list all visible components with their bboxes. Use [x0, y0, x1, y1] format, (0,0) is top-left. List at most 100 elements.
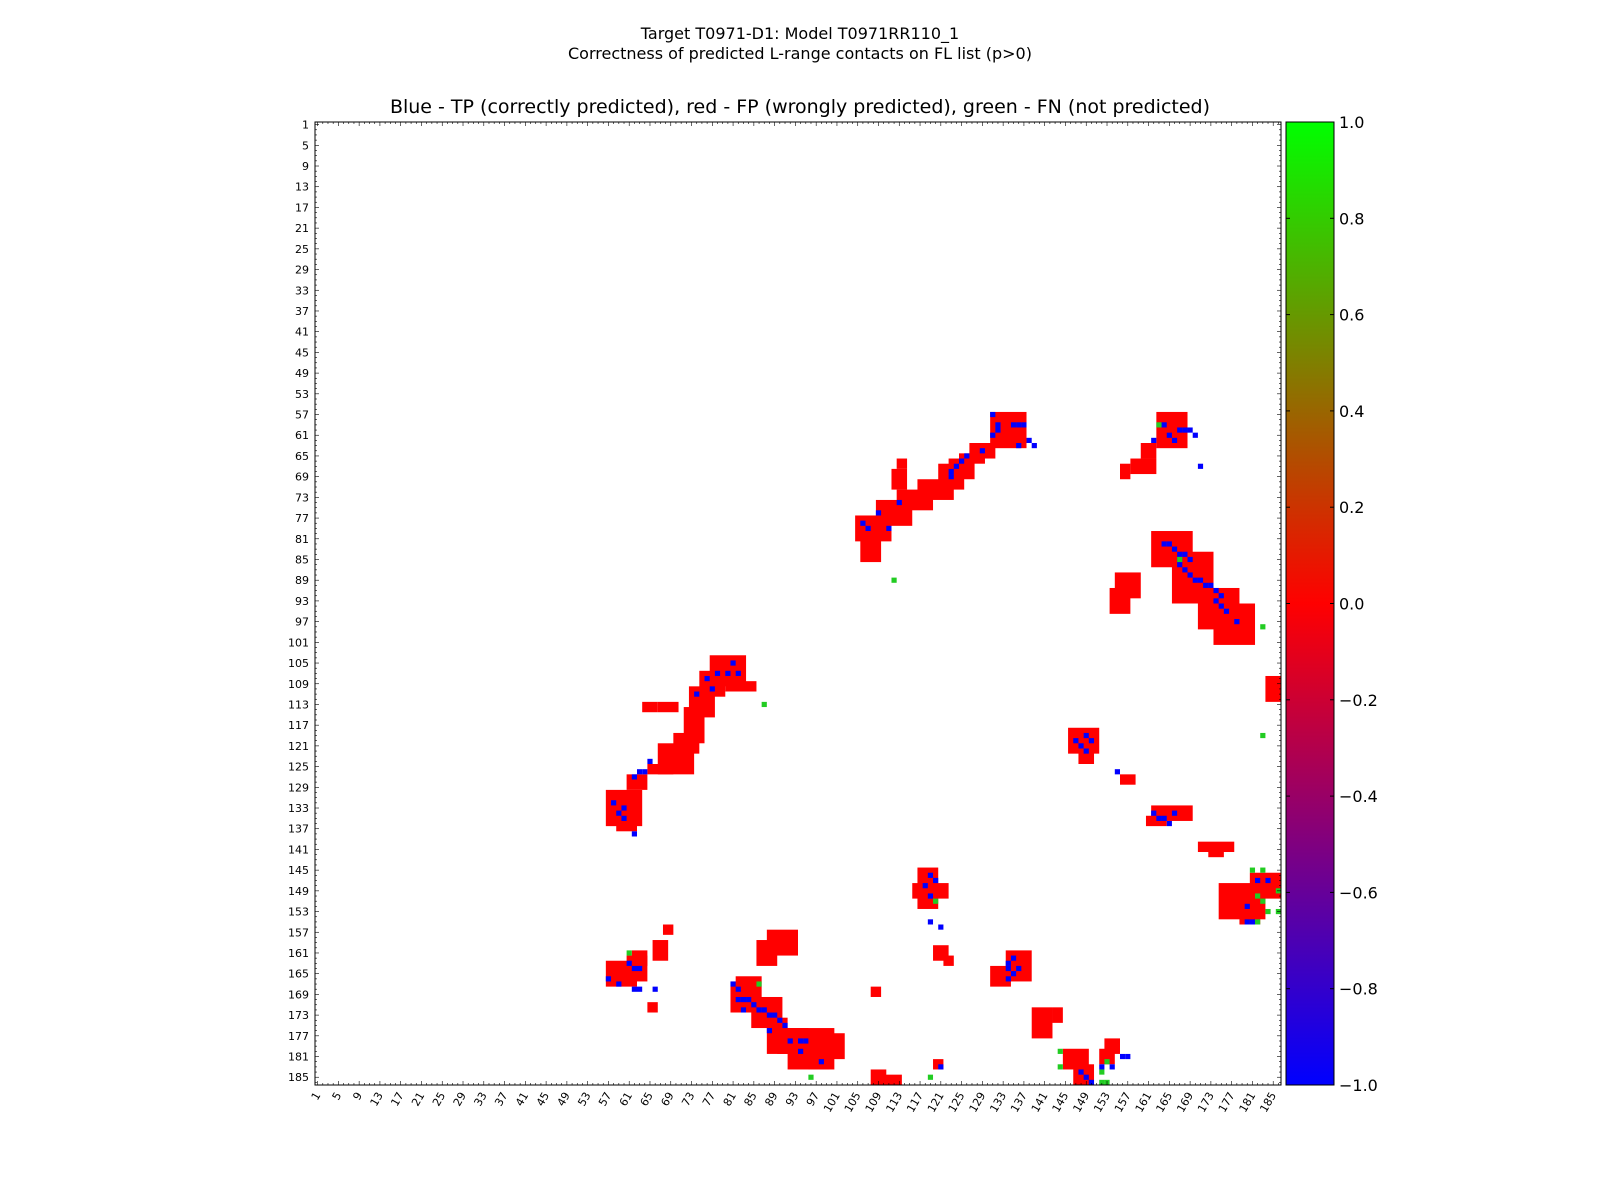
y-tick-label: 169: [288, 988, 309, 1001]
tp-cell: [735, 996, 741, 1003]
y-tick-label: 89: [295, 574, 309, 587]
tp-cell: [1099, 1064, 1105, 1070]
chart-title: Blue - TP (correctly predicted), red - F…: [390, 96, 1210, 118]
y-tick-label: 177: [288, 1030, 309, 1043]
x-tick-label: 13: [368, 1090, 386, 1109]
y-tick-label: 97: [295, 616, 309, 629]
tp-cell: [1255, 877, 1261, 884]
tp-cell: [766, 1028, 773, 1034]
tp-cell: [751, 1002, 757, 1008]
fp-cell: [943, 955, 954, 966]
tp-cell: [1218, 603, 1224, 609]
y-tick-label: 165: [288, 968, 309, 981]
x-tick-label: 17: [388, 1090, 406, 1109]
tp-cell: [990, 411, 996, 418]
x-tick-label: 125: [946, 1090, 968, 1115]
tp-cell: [990, 432, 996, 438]
x-tick-label: 21: [409, 1090, 427, 1109]
fn-cell: [1265, 908, 1271, 915]
x-tick-label: 73: [679, 1090, 697, 1109]
y-tick-label: 73: [295, 491, 309, 504]
tp-cell: [647, 758, 653, 764]
tp-cell: [865, 525, 871, 532]
tp-cell: [1083, 732, 1089, 739]
y-tick-label: 157: [288, 926, 309, 939]
tp-cell: [1187, 427, 1193, 433]
y-tick-label: 185: [288, 1071, 309, 1084]
tp-cell: [631, 774, 637, 780]
fp-cell: [1120, 463, 1131, 480]
fn-cell: [1156, 422, 1162, 428]
tp-cell: [896, 499, 902, 506]
y-tick-label: 117: [288, 719, 309, 732]
fn-cell: [761, 701, 767, 708]
fp-cell: [1208, 846, 1224, 858]
x-tick-label: 5: [330, 1090, 345, 1103]
x-tick-label: 61: [617, 1090, 635, 1109]
tp-cell: [1166, 541, 1172, 547]
tp-cell: [772, 1012, 778, 1018]
tp-cell: [761, 1007, 767, 1013]
x-tick-label: 105: [842, 1090, 864, 1115]
x-tick-label: 85: [742, 1090, 760, 1109]
colorbar-tick-label: 0.6: [1339, 306, 1364, 325]
x-tick-label: 165: [1154, 1090, 1176, 1115]
x-tick-label: 137: [1008, 1090, 1030, 1115]
colorbar-tick-label: 0.8: [1339, 209, 1364, 228]
fp-cell: [860, 536, 882, 563]
y-tick-label: 41: [295, 326, 309, 339]
tp-cell: [616, 810, 622, 816]
y-tick-label: 121: [288, 740, 309, 753]
fp-cell: [1130, 458, 1157, 475]
y-tick-label: 137: [288, 823, 309, 836]
tp-cell: [1125, 1053, 1131, 1060]
tp-cell: [1005, 960, 1011, 966]
tp-cell: [1234, 619, 1240, 625]
y-tick-label: 81: [295, 533, 309, 546]
tp-cell: [1026, 437, 1032, 443]
tp-cell: [637, 986, 643, 992]
tp-cell: [1177, 551, 1183, 557]
tp-cell: [948, 468, 954, 475]
fp-cell: [647, 1002, 658, 1013]
tp-cell: [611, 800, 617, 806]
tp-cell: [1192, 432, 1198, 438]
tp-cell: [959, 458, 965, 464]
tp-cell: [766, 1012, 773, 1018]
tp-cell: [1016, 422, 1022, 428]
tp-cell: [1151, 810, 1157, 816]
tp-cell: [1083, 748, 1089, 754]
colorbar-tick-label: −0.4: [1339, 787, 1378, 806]
tp-cell: [1171, 810, 1178, 816]
fp-cell: [647, 764, 674, 775]
fn-cell: [626, 950, 632, 956]
tp-cell: [818, 1059, 824, 1065]
x-tick-label: 129: [967, 1090, 989, 1115]
colorbar-tick-label: 0.2: [1339, 498, 1364, 517]
y-tick-label: 101: [288, 636, 309, 649]
tp-cell: [631, 831, 637, 837]
y-tick-label: 29: [295, 264, 309, 277]
tp-cell: [1177, 427, 1183, 433]
fp-cell: [1104, 1038, 1120, 1054]
tp-cell: [709, 686, 715, 692]
tp-cell: [1166, 820, 1172, 827]
tp-cell: [1171, 437, 1178, 443]
x-tick-label: 25: [430, 1090, 448, 1109]
fn-cell: [1104, 1059, 1110, 1065]
colorbar-tick-label: 0.0: [1339, 595, 1364, 614]
y-tick-label: 21: [295, 222, 309, 235]
x-tick-label: 185: [1257, 1090, 1279, 1115]
tp-cell: [704, 675, 710, 682]
tp-cell: [1151, 437, 1157, 443]
fp-cell: [657, 701, 679, 713]
fn-cell: [1249, 867, 1256, 873]
fn-cell: [1260, 867, 1266, 873]
y-tick-label: 181: [288, 1051, 309, 1064]
fp-cell: [896, 458, 908, 469]
x-tick-label: 101: [821, 1090, 843, 1115]
tp-cell: [1031, 443, 1037, 449]
y-tick-label: 17: [295, 201, 309, 214]
y-tick-label: 109: [288, 678, 309, 691]
tp-cell: [860, 520, 866, 526]
